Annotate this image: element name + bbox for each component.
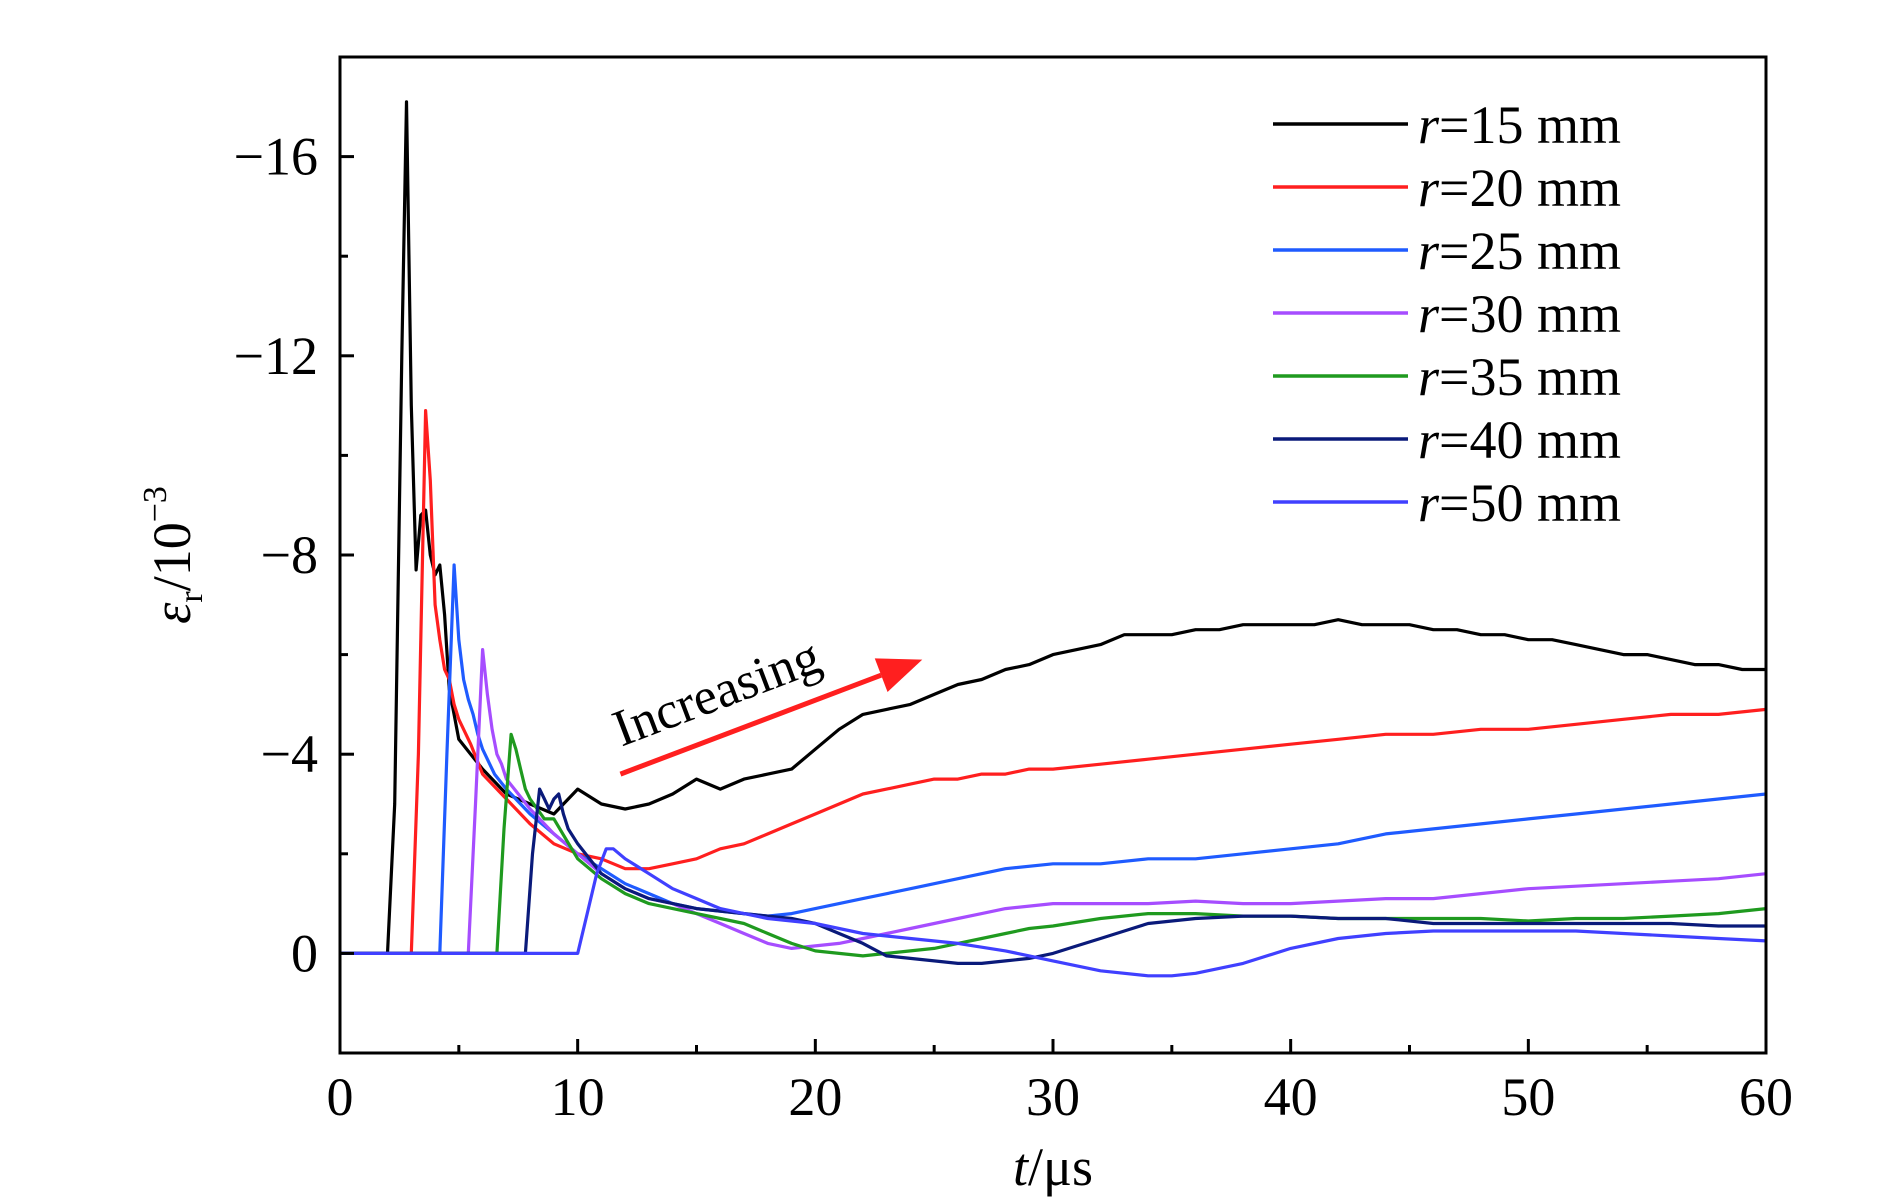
x-tick-label: 10	[551, 1067, 605, 1127]
y-tick-label: −8	[261, 525, 318, 585]
y-tick-label: −4	[261, 724, 318, 784]
x-tick-label: 20	[788, 1067, 842, 1127]
annotation-arrow-shaft	[619, 672, 883, 777]
series-line-4	[340, 647, 1767, 956]
y-tick-label: 0	[291, 923, 318, 983]
legend-label: r=50 mm	[1418, 473, 1621, 533]
legend-label: r=35 mm	[1418, 347, 1621, 407]
series-line-6	[340, 787, 1766, 966]
increasing-annotation: Increasing	[605, 628, 923, 777]
x-tick-label: 30	[1026, 1067, 1080, 1127]
y-tick-label: −16	[234, 127, 318, 187]
x-tick-label: 40	[1264, 1067, 1318, 1127]
x-tick-label: 0	[327, 1067, 354, 1127]
x-axis-label: t/μs	[1013, 1137, 1093, 1197]
x-tick-label: 50	[1501, 1067, 1555, 1127]
series-layer	[340, 100, 1767, 978]
series-line-1	[340, 100, 1766, 956]
x-tick-label: 60	[1739, 1067, 1793, 1127]
legend-label: r=15 mm	[1418, 95, 1621, 155]
series-line-3	[340, 563, 1767, 956]
y-tick-label: −12	[234, 326, 318, 386]
y-axis-label: εr/10−3	[137, 486, 210, 624]
legend: r=15 mmr=20 mmr=25 mmr=30 mmr=35 mmr=40 …	[1273, 95, 1621, 533]
legend-label: r=40 mm	[1418, 410, 1621, 470]
annotation-arrow-head	[874, 658, 923, 693]
series-line-7	[340, 847, 1767, 978]
x-axis-ticks: 0 10 20 30 40 50 60	[327, 1039, 1793, 1127]
legend-label: r=20 mm	[1418, 158, 1621, 218]
legend-label: r=30 mm	[1418, 284, 1621, 344]
legend-label: r=25 mm	[1418, 221, 1621, 281]
series-line-2	[340, 409, 1767, 956]
y-axis-ticks: −16 −12 −8 −4 0	[234, 55, 354, 1055]
